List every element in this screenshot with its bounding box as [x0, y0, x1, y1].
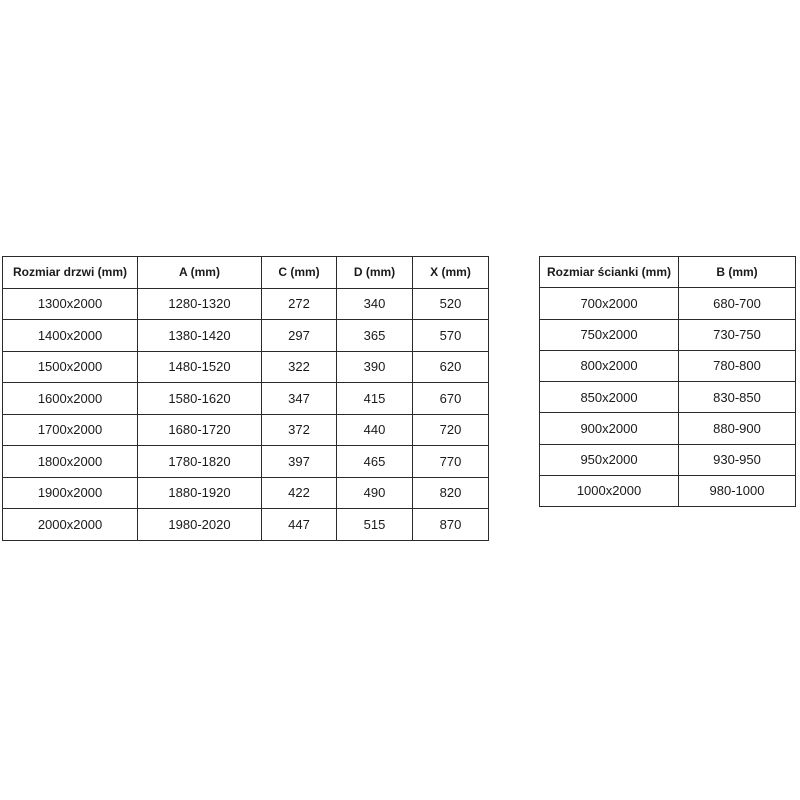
door-sizes-table: Rozmiar drzwi (mm) A (mm) C (mm) D (mm) X (m…: [2, 256, 489, 541]
table-cell: 620: [412, 350, 489, 383]
wall-sizes-table: Rozmiar ścianki (mm) B (mm) 700x2000 680-70…: [539, 255, 796, 508]
table-cell: 365: [336, 319, 413, 352]
table-header-row: Rozmiar drzwi (mm) A (mm) C (mm) D (mm) X (m…: [2, 256, 489, 289]
table-header-cell: Rozmiar drzwi (mm): [2, 256, 138, 289]
table-row: 700x2000 680-700: [539, 287, 796, 320]
table-cell: 1800x2000: [2, 445, 138, 478]
table-cell: 490: [336, 476, 413, 509]
table-cell: 570: [412, 319, 489, 352]
table-cell: 322: [261, 350, 337, 383]
table-cell: 730-750: [678, 318, 796, 351]
table-header-cell: Rozmiar ścianki (mm): [539, 255, 679, 289]
table-cell: 1300x2000: [2, 287, 138, 320]
table-cell: 447: [261, 508, 337, 541]
table-row: 800x2000 780-800: [539, 349, 796, 383]
table-cell: 1700x2000: [2, 413, 138, 446]
table-header-cell: D (mm): [336, 256, 413, 289]
table-cell: 830-850: [678, 380, 796, 414]
table-cell: 397: [261, 445, 337, 478]
table-cell: 850x2000: [539, 380, 679, 414]
table-cell: 1680-1720: [137, 413, 262, 446]
table-cell: 670: [412, 382, 489, 415]
table-cell: 340: [336, 287, 413, 320]
table-cell: 297: [261, 319, 337, 352]
table-cell: 1580-1620: [137, 382, 262, 415]
table-row: 1000x2000 980-1000: [539, 474, 796, 508]
table-row: 1600x2000 1580-1620 347 415 670: [2, 382, 489, 415]
table-cell: 770: [412, 445, 489, 478]
table-row: 900x2000 880-900: [539, 412, 796, 445]
table-cell: 800x2000: [539, 349, 679, 383]
table-cell: 870: [412, 508, 489, 541]
table-cell: 515: [336, 508, 413, 541]
table-row: 1900x2000 1880-1920 422 490 820: [2, 476, 489, 509]
table-cell: 700x2000: [539, 287, 679, 320]
table-row: 750x2000 730-750: [539, 318, 796, 351]
table-cell: 1500x2000: [2, 350, 138, 383]
table-cell: 1880-1920: [137, 476, 262, 509]
table-header-cell: X (mm): [412, 256, 489, 289]
table-header-cell: A (mm): [137, 256, 262, 289]
table-row: 2000x2000 1980-2020 447 515 870: [2, 508, 489, 541]
table-cell: 272: [261, 287, 337, 320]
table-row: 1500x2000 1480-1520 322 390 620: [2, 350, 489, 383]
table-cell: 1780-1820: [137, 445, 262, 478]
table-header-cell: C (mm): [261, 256, 337, 289]
table-row: 850x2000 830-850: [539, 380, 796, 414]
table-cell: 415: [336, 382, 413, 415]
table-cell: 2000x2000: [2, 508, 138, 541]
table-cell: 1380-1420: [137, 319, 262, 352]
table-row: 1700x2000 1680-1720 372 440 720: [2, 413, 489, 446]
table-row: 1300x2000 1280-1320 272 340 520: [2, 287, 489, 320]
table-cell: 1980-2020: [137, 508, 262, 541]
table-cell: 1000x2000: [539, 474, 679, 508]
table-cell: 390: [336, 350, 413, 383]
table-cell: 422: [261, 476, 337, 509]
table-cell: 1600x2000: [2, 382, 138, 415]
table-cell: 347: [261, 382, 337, 415]
table-cell: 520: [412, 287, 489, 320]
table-cell: 1400x2000: [2, 319, 138, 352]
table-row: 1400x2000 1380-1420 297 365 570: [2, 319, 489, 352]
table-cell: 900x2000: [539, 412, 679, 445]
table-cell: 950x2000: [539, 443, 679, 476]
table-cell: 440: [336, 413, 413, 446]
table-cell: 465: [336, 445, 413, 478]
table-header-cell: B (mm): [678, 255, 796, 289]
table-cell: 1900x2000: [2, 476, 138, 509]
table-cell: 680-700: [678, 287, 796, 320]
table-cell: 820: [412, 476, 489, 509]
table-cell: 930-950: [678, 443, 796, 476]
table-cell: 980-1000: [678, 474, 796, 508]
table-cell: 1480-1520: [137, 350, 262, 383]
table-cell: 880-900: [678, 412, 796, 445]
table-cell: 1280-1320: [137, 287, 262, 320]
table-row: 950x2000 930-950: [539, 443, 796, 476]
table-row: 1800x2000 1780-1820 397 465 770: [2, 445, 489, 478]
table-header-row: Rozmiar ścianki (mm) B (mm): [539, 255, 796, 289]
table-cell: 780-800: [678, 349, 796, 383]
table-cell: 720: [412, 413, 489, 446]
table-cell: 750x2000: [539, 318, 679, 351]
table-cell: 372: [261, 413, 337, 446]
